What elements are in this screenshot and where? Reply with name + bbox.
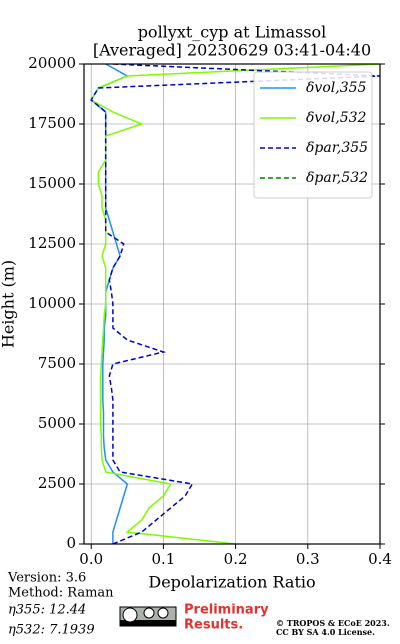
x-tick-label: 0.3 xyxy=(296,550,320,568)
y-tick-label: 17500 xyxy=(28,114,76,132)
copyright: © TROPOS & ECoE 2023. xyxy=(276,618,390,628)
x-tick-label: 0.4 xyxy=(368,550,392,568)
x-tick-label: 0.0 xyxy=(79,550,103,568)
x-tick-label: 0.1 xyxy=(151,550,175,568)
y-tick-label: 0 xyxy=(66,534,76,552)
x-axis-label: Depolarization Ratio xyxy=(148,573,315,592)
profile-line xyxy=(90,64,380,544)
legend-label: δvol,532 xyxy=(306,110,367,126)
badge-text: Results. xyxy=(184,618,243,633)
y-tick-label: 10000 xyxy=(28,294,76,312)
copyright: CC BY SA 4.0 License. xyxy=(276,627,375,637)
info-text: η355: 12.44 xyxy=(8,603,86,618)
y-axis-label: Height (m) xyxy=(0,260,18,348)
badge-text: Preliminary xyxy=(184,603,269,618)
legend-label: δvol,355 xyxy=(306,80,367,96)
x-tick-label: 0.2 xyxy=(224,550,248,568)
y-tick-label: 7500 xyxy=(38,354,76,372)
chart-title: pollyxt_cyp at Limassol xyxy=(138,23,327,42)
y-tick-label: 20000 xyxy=(28,54,76,72)
y-tick-label: 15000 xyxy=(28,174,76,192)
profile-line xyxy=(90,64,380,544)
legend-label: δpar,355 xyxy=(306,140,368,156)
plot-frame xyxy=(83,63,381,545)
y-tick-label: 2500 xyxy=(38,474,76,492)
legend-label: δpar,532 xyxy=(306,170,368,186)
info-text: Version: 3.6 xyxy=(7,571,86,586)
legend-box xyxy=(253,71,373,199)
y-tick-label: 12500 xyxy=(28,234,76,252)
chart-subtitle: [Averaged] 20230629 03:41-04:40 xyxy=(93,41,371,60)
info-text: η532: 7.1939 xyxy=(8,623,95,638)
y-tick-label: 5000 xyxy=(38,414,76,432)
cc-logo xyxy=(119,606,177,627)
info-text: Method: Raman xyxy=(8,586,114,601)
